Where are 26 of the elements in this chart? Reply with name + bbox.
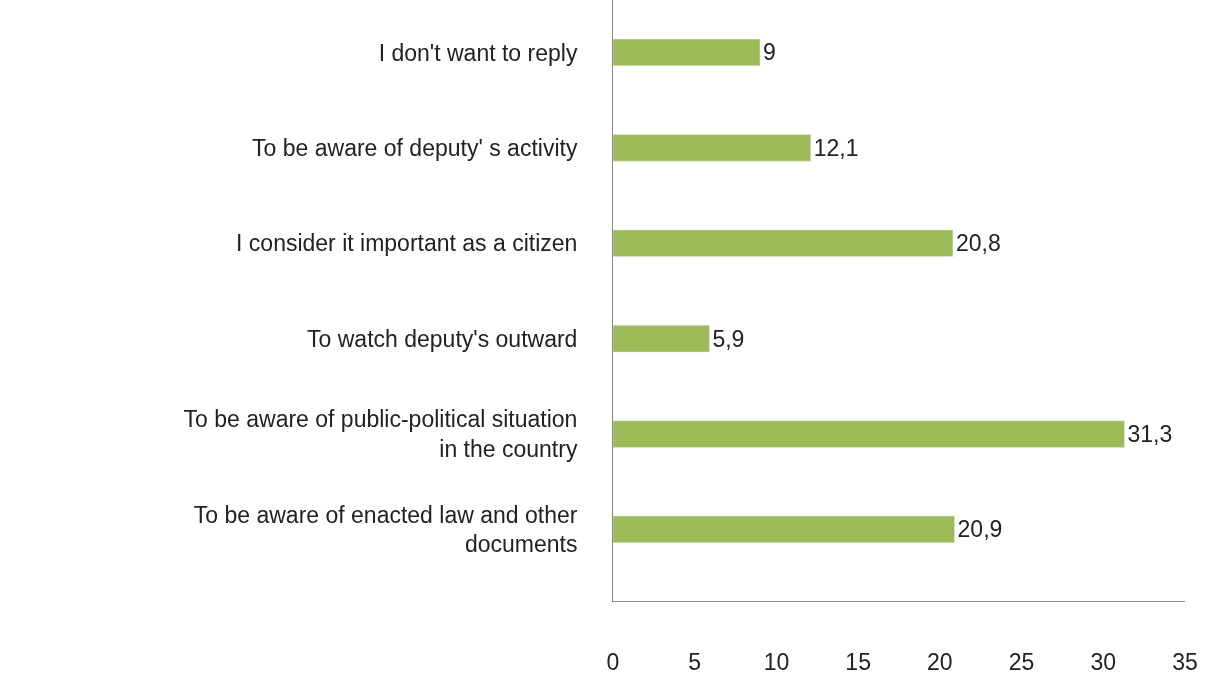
data-label: 9: [763, 39, 776, 66]
bar: [613, 38, 761, 67]
data-label: 31,3: [1127, 421, 1173, 448]
x-tick-label: 5: [688, 648, 702, 675]
y-tick-label: To be aware of deputy' s activity: [252, 134, 578, 161]
x-tick-label: 35: [1172, 648, 1198, 675]
bar: [613, 325, 710, 353]
bar: [613, 515, 955, 544]
x-tick-label: 30: [1090, 648, 1117, 675]
bar: [613, 420, 1125, 448]
x-tick-label: 10: [763, 648, 790, 675]
data-label: 12,1: [813, 134, 859, 161]
y-tick-label: To be aware of enacted law and other documents: [193, 501, 578, 558]
y-tick-label: I consider it important as a citizen: [236, 230, 578, 257]
bar: [613, 229, 954, 257]
x-tick-label: 0: [606, 648, 620, 675]
x-tick-label: 20: [927, 648, 953, 675]
bar: [613, 134, 811, 162]
y-tick-label: To watch deputy's outward: [307, 325, 578, 352]
y-tick-label: I don't want to reply: [378, 39, 578, 66]
x-tick-label: 25: [1008, 648, 1035, 675]
data-label: 20,9: [957, 516, 1003, 543]
x-tick-label: 15: [845, 648, 871, 675]
data-label: 20,8: [955, 230, 1001, 257]
y-tick-label: To be aware of public-political situation in the country: [183, 406, 578, 463]
data-label: 5,9: [712, 325, 745, 352]
